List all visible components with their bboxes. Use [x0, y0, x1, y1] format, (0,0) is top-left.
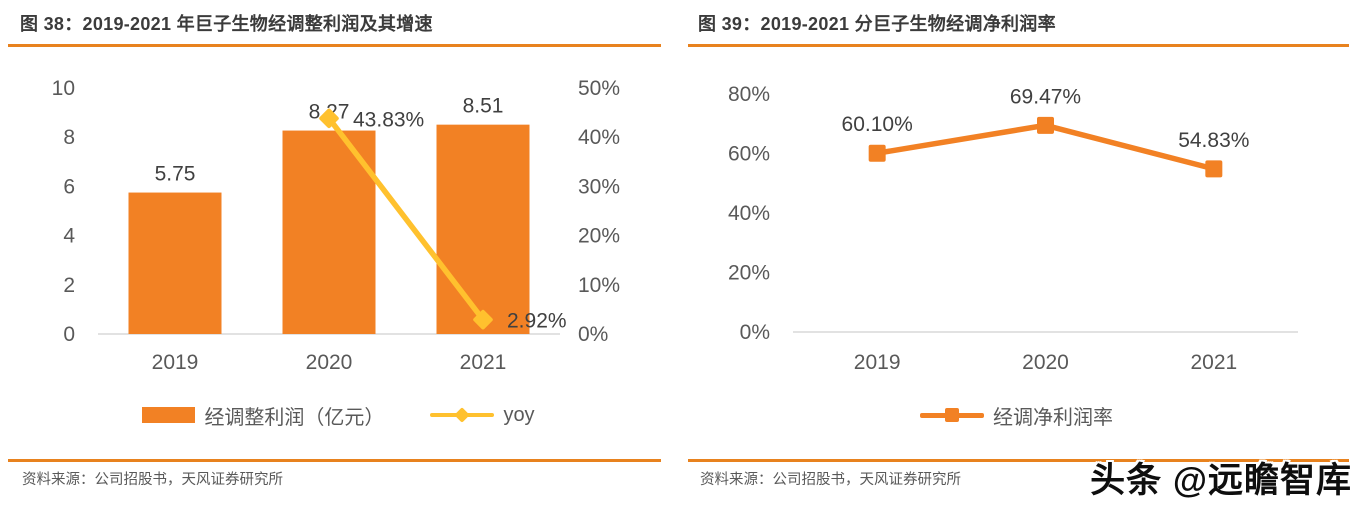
secondary-y-axis-tick-label: 50%: [578, 77, 620, 100]
net-margin-value-label: 54.83%: [1178, 129, 1249, 152]
y-axis-tick-label: 6: [63, 175, 75, 198]
legend-label-net-margin: 经调净利润率: [993, 406, 1113, 429]
toutiao-watermark: 头条 @远瞻智库: [1090, 461, 1352, 500]
net-margin-line: [874, 122, 1217, 172]
legend-item-yoy: yoy: [430, 403, 535, 427]
figure-39-panel: 图 39：2019-2021 分巨子生物经调净利润率 0% 20% 40% 60% 80…: [678, 0, 1355, 515]
x-axis-label: 2020: [1022, 351, 1069, 374]
net-margin-marker-2019: [868, 144, 886, 162]
yoy-legend-line: [430, 407, 495, 423]
x-axis-label: 2021: [460, 351, 507, 374]
y-axis-tick-label: 0%: [740, 321, 770, 344]
x-axis-label: 2019: [854, 351, 901, 374]
bar-legend-swatch: [142, 407, 196, 423]
yoy-value-label: 43.83%: [353, 108, 424, 131]
figure-39-title: 图 39：2019-2021 分巨子生物经调净利润率: [698, 14, 1056, 34]
net-margin-marker-2020: [1037, 116, 1054, 134]
y-axis-tick-label: 40%: [728, 202, 770, 225]
adjusted-profit-value-label: 8.51: [463, 95, 504, 118]
y-axis-tick-label: 4: [63, 225, 75, 248]
figure-38-title-rule: [8, 44, 661, 47]
net-margin-value-label: 69.47%: [1010, 85, 1081, 108]
yoy-legend-diamond-icon: [454, 407, 471, 423]
y-axis-tick-label: 0: [63, 323, 75, 346]
adjusted-profit-value-label: 5.75: [155, 163, 196, 186]
legend-item-net-margin: 经调净利润率: [920, 401, 1113, 430]
net-margin-value-label: 60.10%: [842, 113, 913, 136]
adjusted-profit-bar-2019: [128, 192, 222, 334]
x-axis-label: 2021: [1190, 351, 1237, 374]
figure-38-footer-rule: [8, 459, 661, 462]
net-margin-marker-2021: [1205, 160, 1223, 178]
adjusted-profit-value-label: 8.27: [309, 101, 350, 124]
x-axis-label: 2020: [306, 351, 353, 374]
x-axis-label: 2019: [152, 351, 199, 374]
secondary-y-axis-tick-label: 40%: [578, 126, 620, 149]
y-axis-tick-label: 2: [63, 274, 75, 297]
legend-label-yoy: yoy: [503, 403, 535, 426]
adjusted-profit-bar-2021: [436, 124, 530, 335]
y-axis-tick-label: 8: [63, 126, 75, 149]
secondary-y-axis-tick-label: 20%: [578, 225, 620, 248]
figure-39-legend: 经调净利润率: [678, 400, 1355, 430]
figure-39-title-rule: [688, 44, 1349, 47]
yoy-value-label: 2.92%: [507, 310, 567, 333]
yoy-marker-2021: [473, 309, 493, 330]
secondary-y-axis-tick-label: 0%: [578, 323, 608, 346]
y-axis-tick-label: 10: [52, 77, 75, 100]
y-axis-tick-label: 20%: [728, 262, 770, 285]
y-axis-tick-label: 60%: [728, 143, 770, 166]
figure-38-legend: 经调整利润（亿元） yoy: [0, 400, 677, 430]
figure-38-plot: 0 2 4 6 8 10 0% 10% 20% 30% 40% 50% 2019 2020 2021 5.75…: [52, 77, 620, 374]
y-axis-tick-label: 80%: [728, 83, 770, 106]
figure-38-panel: 图 38：2019-2021 年巨子生物经调整利润及其增速 0 2 4 6 8 10 0% 1…: [0, 0, 677, 515]
yoy-marker-2020: [319, 108, 339, 129]
figure-39-plot: 0% 20% 40% 60% 80% 2019 2020 2021 60.10% 69.47% 54…: [728, 83, 1298, 374]
net-margin-legend-line: [920, 408, 984, 422]
yoy-line: [326, 115, 486, 323]
secondary-y-axis-tick-label: 10%: [578, 274, 620, 297]
figure-38-source: 资料来源：公司招股书，天风证券研究所: [22, 472, 283, 488]
figure-38-title: 图 38：2019-2021 年巨子生物经调整利润及其增速: [20, 14, 433, 34]
figure-39-source: 资料来源：公司招股书，天风证券研究所: [700, 472, 961, 488]
net-margin-legend-square-icon: [945, 408, 959, 422]
figure-39-footer-rule: [688, 459, 1349, 462]
adjusted-profit-bar-2020: [282, 130, 376, 334]
legend-label-adjusted-profit: 经调整利润（亿元）: [204, 406, 385, 429]
legend-item-adjusted-profit: 经调整利润（亿元）: [142, 401, 384, 430]
secondary-y-axis-tick-label: 30%: [578, 175, 620, 198]
